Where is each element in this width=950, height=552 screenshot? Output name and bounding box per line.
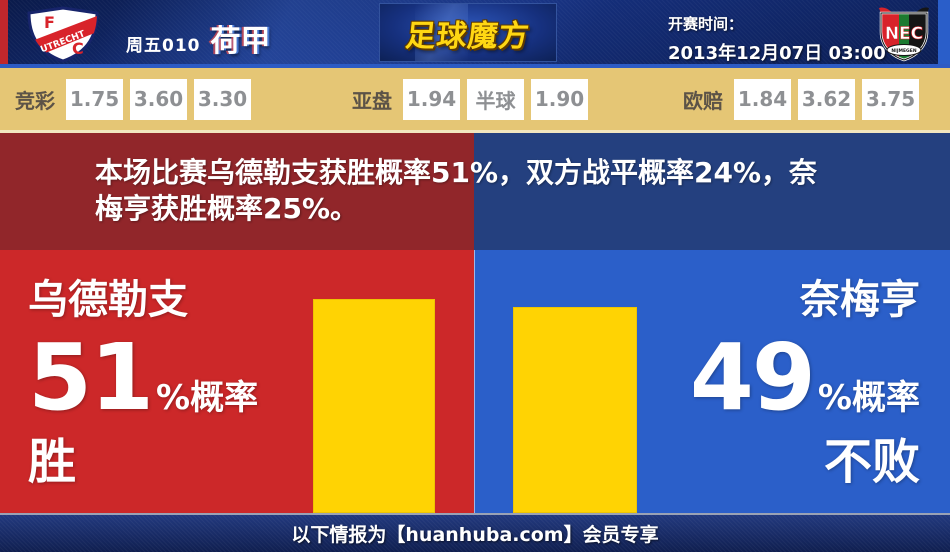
footer-bar: 以下情报为【huanhuba.com】会员专享 [0, 513, 950, 552]
odds-group-yapan: 亚盘 1.94 半球 1.90 [352, 68, 588, 130]
home-outcome-label: 胜 [28, 434, 77, 490]
home-percent-suffix: %概率 [156, 378, 259, 418]
away-percent-value: 49 [689, 324, 816, 431]
home-percent-value: 51 [28, 324, 154, 431]
away-probability-bar [513, 307, 637, 513]
away-outcome-label: 不败 [823, 434, 920, 490]
prediction-summary-band: 本场比赛乌德勒支获胜概率51%，双方战平概率24%，奈 梅亨获胜概率25%。 [0, 133, 950, 250]
odds-value-box: 1.84 [734, 78, 791, 120]
odds-group-oupei: 欧赔 1.84 3.62 3.75 [683, 68, 919, 130]
odds-value-box: 1.90 [531, 78, 588, 120]
odds-value-box: 3.62 [798, 78, 855, 120]
home-percent-row: 51 %概率 [28, 332, 258, 424]
home-probability-bar [313, 299, 435, 513]
odds-bar: 竞彩 1.75 3.60 3.30 亚盘 1.94 半球 1.90 欧赔 1.8… [0, 68, 950, 133]
right-blue-edge-stripe [938, 0, 950, 64]
match-code: 周五010 [126, 36, 201, 56]
odds-value-box: 3.60 [130, 78, 187, 120]
odds-value-box: 3.30 [194, 78, 251, 120]
kickoff-time: 2013年12月07日 03:00 [668, 43, 886, 64]
brand-logo-text: 足球魔方 [403, 18, 532, 54]
brand-logo: 足球魔方 [379, 3, 557, 62]
away-panel-text: 奈梅亨 49 %概率 不败 [690, 250, 920, 489]
odds-label-oupei: 欧赔 [683, 88, 723, 113]
kickoff-label: 开赛时间： [668, 15, 744, 33]
prediction-summary-text: 本场比赛乌德勒支获胜概率51%，双方战平概率24%，奈 梅亨获胜概率25%。 [95, 155, 817, 227]
odds-label-jingcai: 竞彩 [15, 88, 55, 113]
odds-value-box: 半球 [467, 78, 524, 120]
match-info: 周五010 荷甲 [126, 16, 271, 60]
home-panel-text: 乌德勒支 51 %概率 胜 [28, 250, 258, 489]
footer-membership-text: 以下情报为【huanhuba.com】会员专享 [291, 524, 659, 546]
away-percent-suffix: %概率 [817, 378, 920, 418]
home-team-crest-icon: F C UTRECHT [24, 6, 102, 68]
league-name: 荷甲 [210, 24, 271, 59]
odds-value-box: 1.75 [66, 78, 123, 120]
summary-line-1: 本场比赛乌德勒支获胜概率51%，双方战平概率24%，奈 [95, 156, 818, 189]
home-logo-letter-f: F [44, 13, 55, 32]
odds-value-box: 1.94 [403, 78, 460, 120]
odds-label-yapan: 亚盘 [352, 88, 392, 113]
away-team-name: 奈梅亨 [800, 277, 920, 323]
probability-comparison-chart: 乌德勒支 51 %概率 胜 奈梅亨 49 %概率 不败 [0, 250, 950, 513]
home-logo-letter-c: C [72, 39, 84, 58]
odds-group-jingcai: 竞彩 1.75 3.60 3.30 [15, 68, 251, 130]
home-team-name: 乌德勒支 [28, 277, 188, 323]
summary-line-2: 梅亨获胜概率25%。 [95, 192, 359, 225]
away-percent-row: 49 %概率 [690, 332, 920, 424]
odds-value-box: 3.75 [862, 78, 919, 120]
header-bar: F C UTRECHT 周五010 荷甲 足球魔方 开赛时间： 2013年12月… [0, 0, 950, 68]
kickoff-info: 开赛时间： 2013年12月07日 03:00 [668, 13, 886, 65]
left-red-edge-stripe [0, 0, 8, 64]
away-logo-abbr: NEC [885, 24, 923, 44]
away-logo-banner-text: NIJMEGEN [891, 48, 916, 54]
away-team-crest-icon: NEC NIJMEGEN [871, 5, 937, 69]
